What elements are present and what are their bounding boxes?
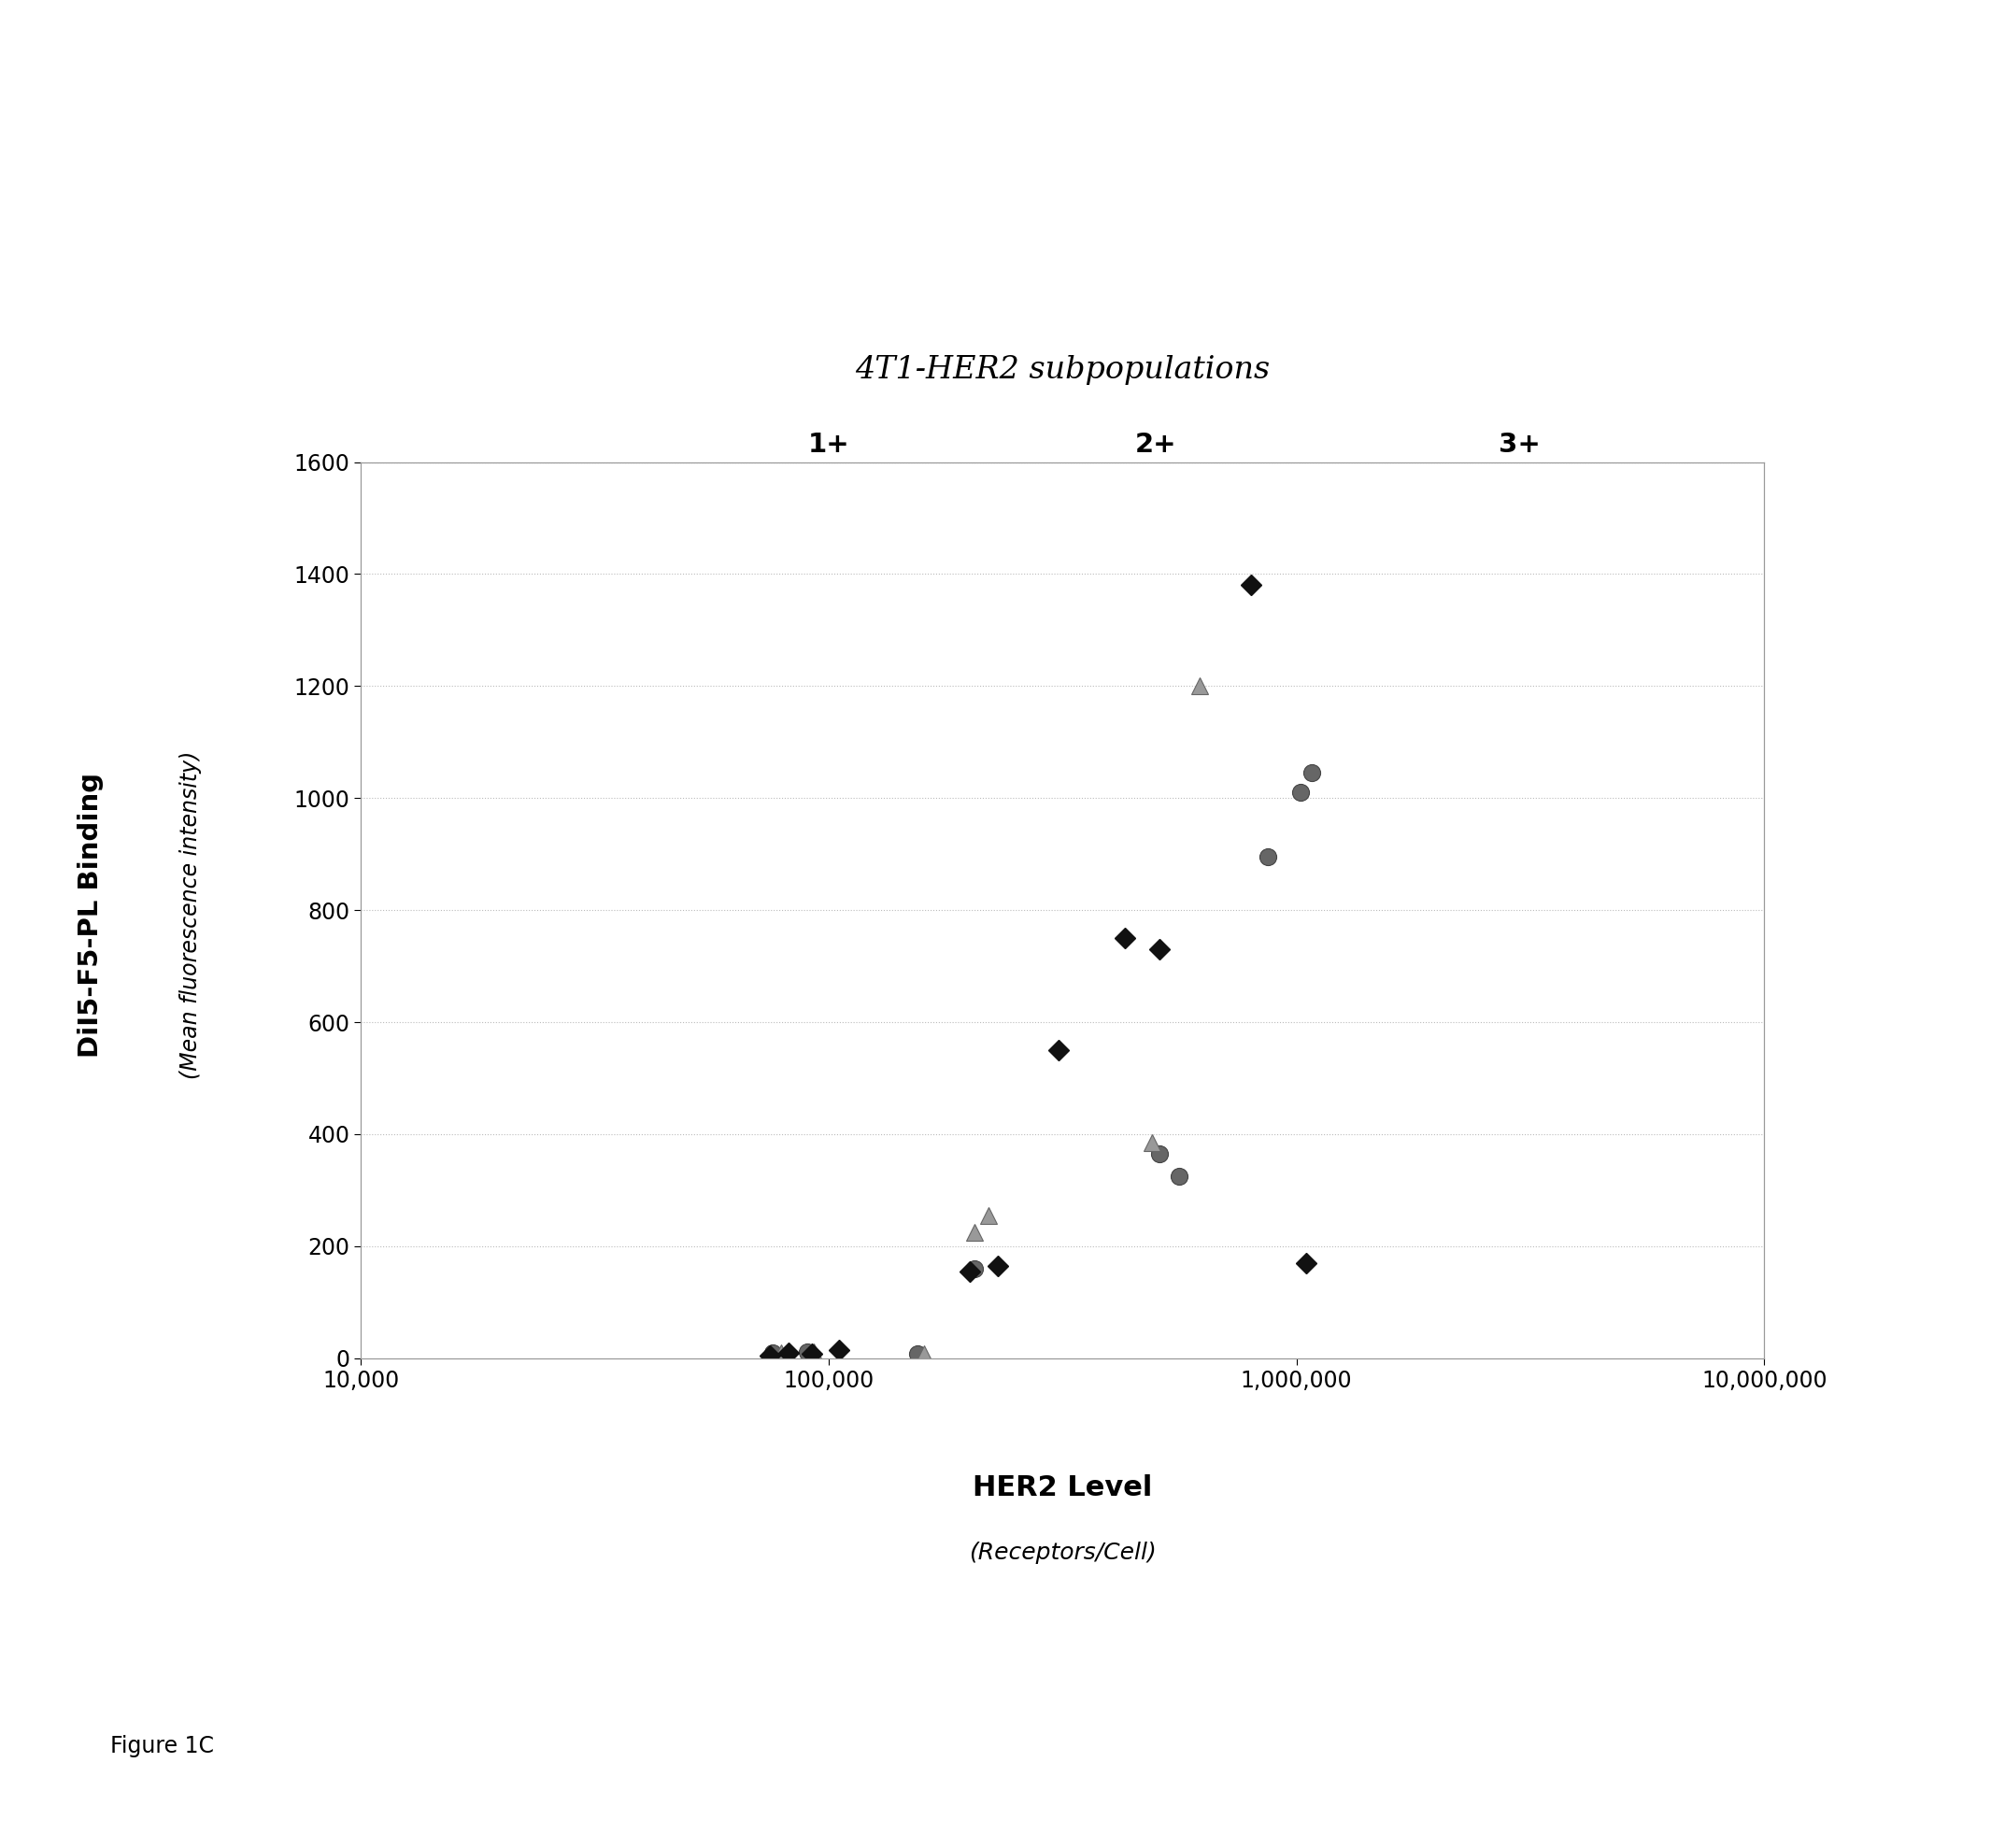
- Text: (Mean fluorescence intensity): (Mean fluorescence intensity): [178, 750, 203, 1079]
- Text: (Receptors/Cell): (Receptors/Cell): [968, 1541, 1157, 1563]
- Text: 4T1-HER2 subpopulations: 4T1-HER2 subpopulations: [856, 355, 1269, 384]
- Text: Figure 1C: Figure 1C: [110, 1735, 215, 1757]
- Text: DiI5-F5-PL Binding: DiI5-F5-PL Binding: [76, 772, 104, 1057]
- Text: HER2 Level: HER2 Level: [972, 1475, 1153, 1501]
